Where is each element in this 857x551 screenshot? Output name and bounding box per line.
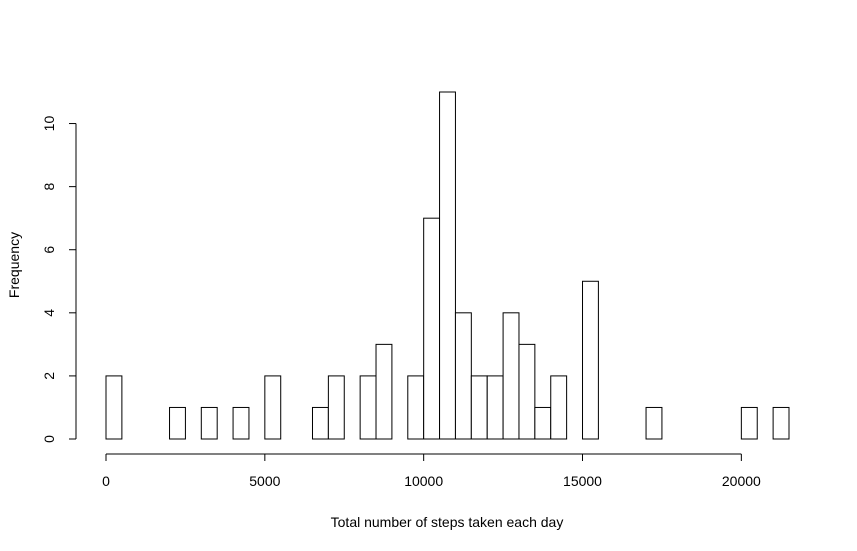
y-axis: 0 2 4 6 8 10 — [41, 116, 77, 443]
histogram-bar — [423, 217, 441, 440]
y-tick-label: 6 — [41, 246, 57, 254]
histogram-bar — [470, 375, 488, 440]
histogram-bar — [407, 375, 425, 440]
histogram-bar — [439, 91, 456, 440]
x-axis: 0 5000 10000 15000 20000 — [102, 453, 761, 489]
y-tick-label: 0 — [41, 435, 57, 443]
histogram-bar — [582, 280, 599, 440]
histogram-bar — [502, 312, 520, 440]
x-tick-label: 15000 — [563, 473, 602, 489]
histogram-bar — [550, 375, 568, 440]
histogram-bar — [105, 375, 123, 440]
y-tick-label: 4 — [41, 309, 57, 317]
y-tick-label: 2 — [41, 372, 57, 380]
histogram-bar — [454, 312, 472, 440]
histogram-bar — [772, 406, 790, 440]
histogram-bar — [200, 406, 218, 440]
histogram-bar — [740, 406, 758, 440]
x-tick-label: 20000 — [722, 473, 761, 489]
histogram-bar — [518, 343, 536, 440]
histogram-bar — [534, 406, 552, 440]
y-axis-title: Frequency — [6, 232, 22, 298]
histogram-bar — [645, 406, 663, 440]
y-tick-label: 10 — [41, 116, 57, 132]
histogram-bar — [375, 343, 393, 440]
histogram-bar — [169, 406, 186, 440]
x-tick-label: 10000 — [404, 473, 443, 489]
histogram-bar — [359, 375, 377, 440]
x-tick-label: 0 — [102, 473, 110, 489]
histogram-bar — [486, 375, 504, 440]
x-tick-label: 5000 — [249, 473, 280, 489]
histogram-bar — [232, 406, 250, 440]
histogram-bars — [105, 91, 790, 440]
histogram-bar — [264, 375, 282, 440]
histogram-bar — [311, 406, 329, 440]
x-axis-title: Total number of steps taken each day — [331, 514, 564, 530]
y-tick-label: 8 — [41, 183, 57, 191]
histogram-bar — [327, 375, 345, 440]
